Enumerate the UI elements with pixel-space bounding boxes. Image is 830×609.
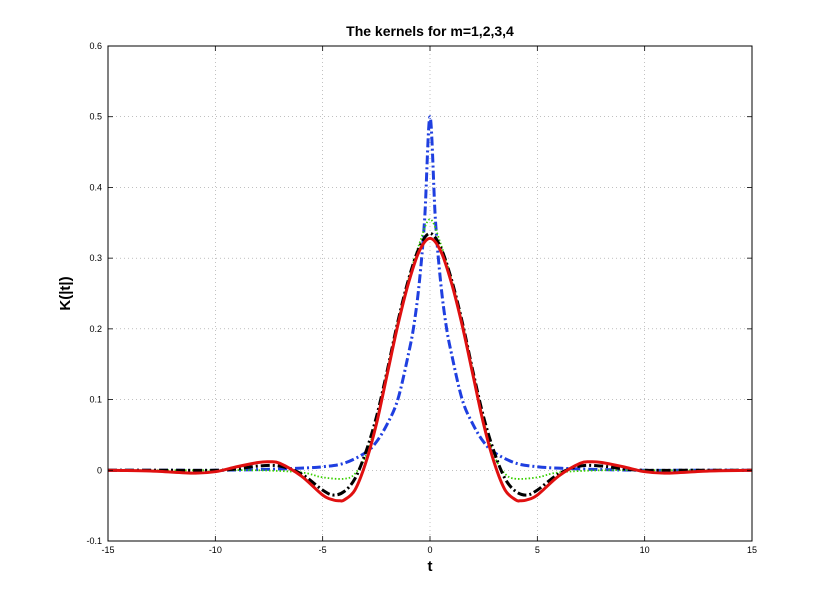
series-line-3 bbox=[108, 231, 752, 497]
chart-title: The kernels for m=1,2,3,4 bbox=[346, 23, 514, 39]
x-tick-label: -15 bbox=[101, 545, 114, 555]
y-tick-label: 0.3 bbox=[89, 253, 102, 263]
x-axis-label: t bbox=[428, 558, 433, 575]
series-line-1 bbox=[108, 115, 752, 472]
y-axis-label: K(|t|) bbox=[57, 276, 74, 310]
x-tick-label: 15 bbox=[747, 545, 757, 555]
series-line-4 bbox=[107, 236, 753, 503]
x-tick-label: 10 bbox=[640, 545, 650, 555]
x-tick-label: -5 bbox=[319, 545, 327, 555]
x-tick-label: -10 bbox=[209, 545, 222, 555]
y-tick-label: 0.5 bbox=[89, 112, 102, 122]
y-tick-label: 0.1 bbox=[89, 395, 102, 405]
y-tick-label: 0.2 bbox=[89, 324, 102, 334]
y-tick-label: 0.4 bbox=[89, 182, 102, 192]
axis-ticks: -15 -10 -5 0 5 10 15 -0.1 0 0.1 0.2 0.3 0.4 0.5 0.6 bbox=[86, 41, 757, 555]
y-tick-label: -0.1 bbox=[86, 536, 102, 546]
y-tick-label: 0.6 bbox=[89, 41, 102, 51]
y-tick-label: 0 bbox=[97, 465, 102, 475]
series-lines bbox=[107, 115, 753, 503]
x-tick-label: 5 bbox=[535, 545, 540, 555]
x-tick-label: 0 bbox=[427, 545, 432, 555]
